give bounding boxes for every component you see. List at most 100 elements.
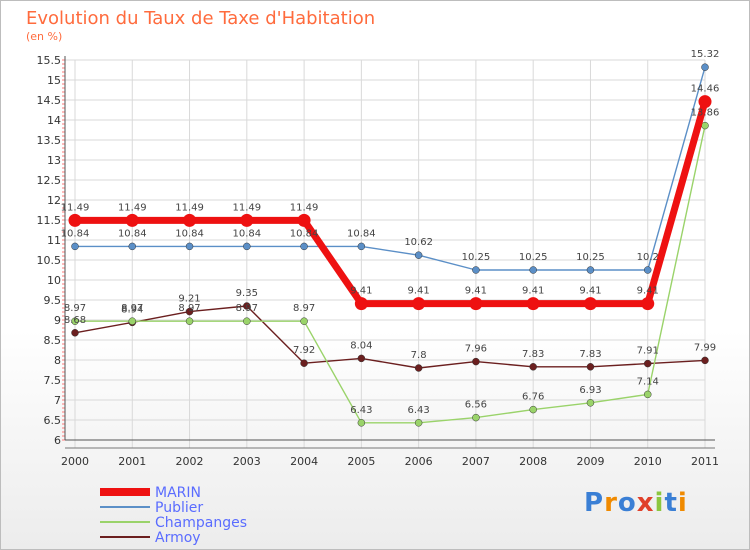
y-tick-label: 10.5	[37, 254, 62, 267]
data-label-champanges: 7.14	[637, 376, 659, 387]
data-point-armoy	[472, 357, 480, 366]
axes	[62, 56, 715, 449]
data-label-armoy: 9.21	[178, 294, 200, 305]
chart-subtitle: (en %)	[26, 30, 62, 43]
data-label-champanges: 8.97	[64, 303, 86, 314]
x-tick-label: 2006	[405, 455, 433, 468]
data-label-publier: 10.84	[61, 228, 90, 239]
x-tick-label: 2010	[634, 455, 662, 468]
data-point-marin	[412, 297, 426, 311]
data-label-armoy: 7.8	[411, 350, 427, 361]
data-label-marin: 9.41	[637, 286, 659, 297]
data-point-armoy	[300, 359, 308, 367]
data-label-armoy: 7.96	[465, 344, 487, 355]
data-point-publier	[357, 242, 366, 251]
legend-label-publier: Publier	[155, 500, 203, 516]
data-label-marin: 9.41	[579, 286, 601, 297]
data-label-publier: 10.84	[347, 228, 376, 239]
y-tick-label: 10	[47, 274, 61, 287]
data-label-champanges: 6.76	[522, 392, 544, 403]
data-point-armoy	[643, 359, 652, 368]
data-point-champanges	[357, 419, 366, 427]
data-label-publier: 10.2	[637, 252, 659, 263]
x-tick-label: 2002	[176, 455, 204, 468]
data-point-champanges	[71, 317, 79, 325]
data-point-champanges	[414, 419, 423, 427]
series-line-champanges	[75, 125, 706, 424]
data-label-publier: 10.25	[519, 252, 548, 263]
y-tick-label: 11.5	[37, 214, 62, 227]
legend-label-armoy: Armoy	[155, 530, 201, 546]
data-label-publier: 15.32	[691, 49, 720, 60]
data-point-champanges	[472, 413, 480, 422]
data-label-marin: 9.41	[465, 286, 487, 297]
data-point-champanges	[701, 121, 709, 130]
data-point-marin	[641, 297, 655, 311]
x-tick-label: 2011	[691, 455, 719, 468]
y-tick-label: 7	[54, 394, 61, 407]
data-label-marin: 14.46	[691, 84, 720, 95]
data-point-champanges	[529, 405, 537, 414]
x-tick-label: 2000	[61, 455, 89, 468]
logo-letter: x	[636, 488, 655, 518]
data-label-publier: 10.84	[232, 228, 261, 239]
data-label-champanges: 6.93	[579, 385, 601, 396]
proxiti-logo: Proxiti	[584, 488, 688, 518]
data-label-armoy: 7.99	[694, 342, 716, 353]
data-point-marin	[583, 297, 597, 311]
data-label-marin: 11.49	[175, 202, 204, 213]
y-tick-label: 15.5	[37, 54, 62, 67]
data-label-champanges: 6.56	[465, 400, 487, 411]
data-label-publier: 10.84	[290, 228, 319, 239]
data-label-armoy: 8.68	[64, 315, 86, 326]
data-label-armoy: 7.83	[522, 349, 544, 360]
data-point-champanges	[300, 317, 308, 325]
data-label-publier: 10.84	[118, 228, 147, 239]
y-tick-label: 9.5	[44, 294, 62, 307]
data-point-publier	[586, 266, 595, 274]
data-point-champanges	[586, 399, 595, 407]
data-point-armoy	[71, 329, 79, 337]
x-tick-label: 2007	[462, 455, 490, 468]
data-point-champanges	[128, 317, 137, 325]
data-point-armoy	[701, 356, 709, 365]
x-tick-label: 2009	[576, 455, 604, 468]
data-label-champanges: 13.86	[691, 108, 720, 119]
data-point-champanges	[243, 317, 251, 325]
logo-letter: i	[654, 488, 665, 518]
data-label-armoy: 8.04	[350, 340, 372, 351]
data-label-champanges: 8.97	[293, 303, 315, 314]
y-tick-label: 12	[47, 194, 61, 207]
data-point-publier	[71, 242, 79, 251]
data-label-marin: 11.49	[232, 202, 261, 213]
data-point-armoy	[243, 302, 251, 310]
data-point-marin	[354, 297, 368, 311]
data-label-champanges: 8.97	[236, 303, 258, 314]
x-tick-label: 2005	[347, 455, 375, 468]
data-point-marin	[698, 95, 712, 109]
data-label-marin: 9.41	[350, 286, 372, 297]
x-tick-label: 2008	[519, 455, 547, 468]
data-point-armoy	[414, 364, 423, 372]
y-tick-label: 7.5	[44, 374, 62, 387]
data-point-publier	[414, 251, 423, 259]
y-tick-label: 14	[47, 114, 61, 127]
data-point-marin	[297, 213, 311, 227]
data-label-champanges: 8.97	[178, 303, 200, 314]
y-tick-label: 6	[54, 434, 61, 447]
data-label-champanges: 8.97	[121, 303, 143, 314]
data-point-armoy	[185, 307, 194, 316]
x-tick-label: 2001	[118, 455, 146, 468]
data-point-publier	[185, 242, 194, 251]
y-tick-label: 13.5	[37, 134, 62, 147]
data-point-publier	[472, 266, 480, 274]
data-point-publier	[529, 266, 537, 274]
data-label-armoy: 7.83	[579, 349, 601, 360]
data-label-marin: 11.49	[61, 202, 90, 213]
data-point-marin	[183, 213, 197, 227]
chart-title: Evolution du Taux de Taxe d'Habitation	[26, 8, 375, 29]
data-label-armoy: 7.91	[637, 346, 659, 357]
